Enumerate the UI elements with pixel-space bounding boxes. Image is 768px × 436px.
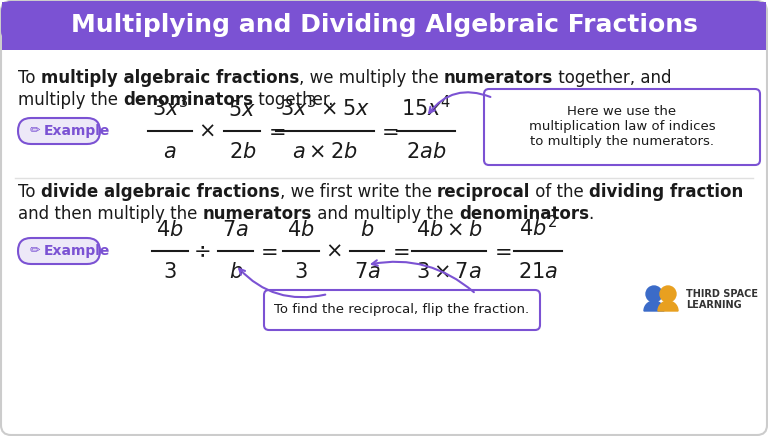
Text: $b$: $b$: [229, 262, 243, 282]
Text: $=$: $=$: [490, 241, 511, 261]
Text: , we multiply the: , we multiply the: [299, 69, 444, 87]
Text: $7a$: $7a$: [353, 262, 380, 282]
Text: $a$: $a$: [164, 142, 177, 162]
Text: $b$: $b$: [359, 220, 374, 240]
Text: To: To: [18, 69, 41, 87]
Text: to multiply the numerators.: to multiply the numerators.: [530, 135, 714, 148]
Text: $4b$: $4b$: [156, 220, 184, 240]
Text: $15x^4$: $15x^4$: [401, 95, 452, 120]
Text: denominators: denominators: [458, 205, 589, 223]
Text: numerators: numerators: [444, 69, 553, 87]
Text: $\div$: $\div$: [193, 241, 210, 261]
Text: $=$: $=$: [257, 241, 278, 261]
Text: together, and: together, and: [553, 69, 672, 87]
Text: dividing fraction: dividing fraction: [589, 183, 743, 201]
Text: $4b$: $4b$: [287, 220, 315, 240]
FancyBboxPatch shape: [1, 1, 766, 41]
Text: $=$: $=$: [388, 241, 409, 261]
Text: $\times$: $\times$: [198, 121, 214, 141]
FancyBboxPatch shape: [18, 238, 100, 264]
Text: $2b$: $2b$: [229, 142, 256, 162]
Text: To: To: [18, 183, 41, 201]
Text: LEARNING: LEARNING: [686, 300, 742, 310]
Text: multiplication law of indices: multiplication law of indices: [528, 120, 715, 133]
Text: $3x^3$: $3x^3$: [152, 95, 188, 120]
Text: Example: Example: [44, 124, 111, 138]
Text: together.: together.: [253, 91, 334, 109]
Text: $\times$: $\times$: [325, 241, 341, 261]
Text: $3 \times 7a$: $3 \times 7a$: [416, 262, 482, 282]
Text: Multiplying and Dividing Algebraic Fractions: Multiplying and Dividing Algebraic Fract…: [71, 13, 697, 37]
Text: ✏: ✏: [30, 125, 41, 137]
FancyBboxPatch shape: [264, 290, 540, 330]
Text: and multiply the: and multiply the: [312, 205, 458, 223]
Text: , we first write the: , we first write the: [280, 183, 437, 201]
Text: Example: Example: [44, 244, 111, 258]
Circle shape: [660, 286, 676, 302]
Text: $21a$: $21a$: [518, 262, 558, 282]
Text: denominators: denominators: [123, 91, 253, 109]
Text: $4b^2$: $4b^2$: [519, 215, 558, 240]
Text: $4b \times b$: $4b \times b$: [416, 220, 482, 240]
Text: divide algebraic fractions: divide algebraic fractions: [41, 183, 280, 201]
Text: and then multiply the: and then multiply the: [18, 205, 203, 223]
Text: $7a$: $7a$: [223, 220, 249, 240]
Circle shape: [646, 286, 662, 302]
Text: $=$: $=$: [378, 121, 399, 141]
Text: ✏: ✏: [30, 245, 41, 258]
Text: of the: of the: [530, 183, 589, 201]
Text: $=$: $=$: [263, 121, 285, 141]
Text: Here we use the: Here we use the: [568, 105, 677, 118]
Text: $a \times 2b$: $a \times 2b$: [293, 142, 358, 162]
Text: $3x^3 \times 5x$: $3x^3 \times 5x$: [280, 95, 370, 120]
Text: $5x$: $5x$: [228, 100, 257, 120]
Text: THIRD SPACE: THIRD SPACE: [686, 289, 758, 299]
Text: $3$: $3$: [294, 262, 308, 282]
Wedge shape: [658, 301, 678, 311]
Text: numerators: numerators: [203, 205, 312, 223]
FancyBboxPatch shape: [484, 89, 760, 165]
Text: multiply algebraic fractions: multiply algebraic fractions: [41, 69, 299, 87]
Wedge shape: [644, 301, 664, 311]
Text: reciprocal: reciprocal: [437, 183, 530, 201]
FancyBboxPatch shape: [18, 118, 100, 144]
Text: $3$: $3$: [163, 262, 177, 282]
Text: $2ab$: $2ab$: [406, 142, 446, 162]
Text: .: .: [589, 205, 594, 223]
Polygon shape: [2, 2, 766, 50]
Text: To find the reciprocal, flip the fraction.: To find the reciprocal, flip the fractio…: [274, 303, 530, 317]
Text: multiply the: multiply the: [18, 91, 123, 109]
